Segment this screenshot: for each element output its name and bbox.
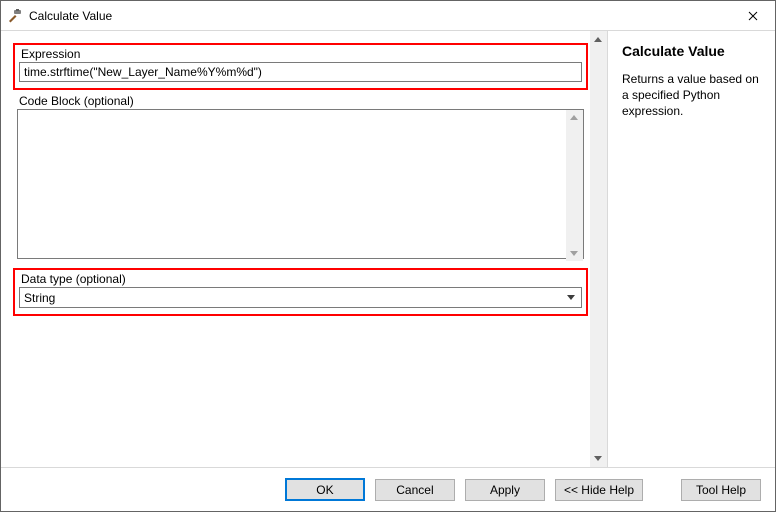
datatype-select[interactable]: String bbox=[19, 287, 582, 308]
chevron-down-icon bbox=[567, 295, 575, 300]
datatype-value: String bbox=[24, 291, 567, 305]
help-body: Returns a value based on a specified Pyt… bbox=[622, 71, 761, 120]
close-button[interactable] bbox=[730, 1, 775, 30]
window-title: Calculate Value bbox=[29, 9, 112, 23]
expression-group: Expression bbox=[13, 43, 588, 90]
datatype-label: Data type (optional) bbox=[21, 272, 582, 286]
form-panel: Expression Code Block (optional) Data ty… bbox=[1, 31, 590, 467]
hammer-icon bbox=[7, 8, 23, 24]
title-bar: Calculate Value bbox=[1, 1, 775, 31]
help-panel: Calculate Value Returns a value based on… bbox=[607, 31, 775, 467]
dialog-body: Expression Code Block (optional) Data ty… bbox=[1, 31, 775, 467]
help-title: Calculate Value bbox=[622, 43, 761, 59]
ok-button[interactable]: OK bbox=[285, 478, 365, 501]
codeblock-input[interactable] bbox=[17, 109, 584, 259]
button-bar: OK Cancel Apply << Hide Help Tool Help bbox=[1, 467, 775, 511]
codeblock-group: Code Block (optional) bbox=[13, 94, 588, 266]
codeblock-label: Code Block (optional) bbox=[19, 94, 584, 108]
apply-button[interactable]: Apply bbox=[465, 479, 545, 501]
codeblock-scrollbar[interactable] bbox=[566, 110, 583, 261]
form-scrollbar[interactable] bbox=[590, 31, 607, 467]
expression-label: Expression bbox=[21, 47, 582, 61]
expression-input[interactable] bbox=[19, 62, 582, 82]
hide-help-button[interactable]: << Hide Help bbox=[555, 479, 643, 501]
tool-help-button[interactable]: Tool Help bbox=[681, 479, 761, 501]
datatype-group: Data type (optional) String bbox=[13, 268, 588, 316]
cancel-button[interactable]: Cancel bbox=[375, 479, 455, 501]
dialog-window: Calculate Value Expression Code Block (o… bbox=[0, 0, 776, 512]
